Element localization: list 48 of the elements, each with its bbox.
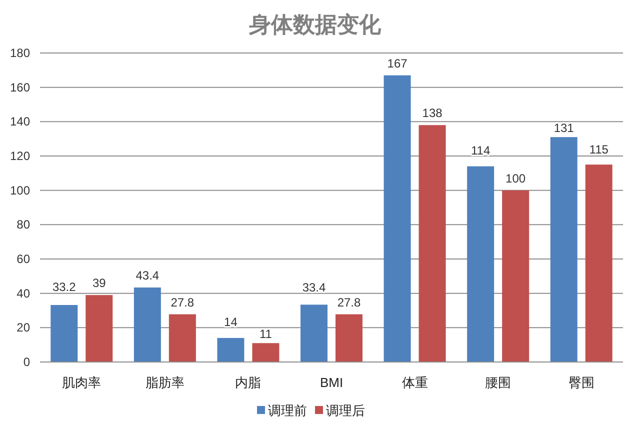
y-tick-label: 60 <box>16 252 30 266</box>
legend-label: 调理前 <box>268 403 307 418</box>
x-tick-label: 脂肪率 <box>145 375 184 390</box>
data-label: 167 <box>387 56 408 70</box>
y-tick-label: 80 <box>16 218 30 232</box>
bar <box>300 304 328 362</box>
data-label: 131 <box>554 121 574 136</box>
bar <box>418 125 446 362</box>
y-tick-label: 180 <box>10 46 30 60</box>
bar <box>168 314 196 362</box>
bar <box>502 190 530 362</box>
data-label: 100 <box>506 171 526 186</box>
x-tick-label: 臀围 <box>568 375 594 390</box>
data-label: 11 <box>259 327 272 342</box>
y-tick-label: 160 <box>10 80 30 94</box>
y-tick-label: 40 <box>16 286 30 300</box>
data-label: 27.8 <box>337 295 361 310</box>
data-label: 138 <box>422 106 443 120</box>
data-label: 39 <box>92 276 106 290</box>
data-label: 14 <box>224 314 238 329</box>
bar <box>467 166 494 362</box>
data-label: 27.8 <box>170 295 194 310</box>
bar <box>336 314 362 362</box>
bar <box>86 295 113 362</box>
y-tick-label: 0 <box>23 355 30 369</box>
y-tick-label: 140 <box>10 114 30 129</box>
data-label: 33.4 <box>302 280 326 295</box>
y-tick-label: 120 <box>10 149 30 163</box>
bar <box>134 287 161 362</box>
bar <box>50 305 78 362</box>
data-label: 114 <box>471 143 490 158</box>
x-tick-label: BMI <box>320 375 344 390</box>
data-label: 115 <box>589 142 609 157</box>
x-tick-label: 内脂 <box>235 375 262 390</box>
bar <box>550 137 578 362</box>
chart-title: 身体数据变化 <box>248 12 382 37</box>
y-tick-label: 100 <box>10 183 30 198</box>
legend-label: 调理后 <box>326 403 365 418</box>
data-label: 43.4 <box>136 268 160 282</box>
bar <box>217 338 244 362</box>
bar <box>252 343 280 362</box>
x-tick-label: 肌肉率 <box>62 375 102 390</box>
x-tick-label: 腰围 <box>485 375 512 390</box>
y-tick-label: 20 <box>16 320 30 335</box>
x-tick-label: 体重 <box>402 375 428 390</box>
data-label: 33.2 <box>52 280 76 294</box>
bar <box>585 164 612 362</box>
bar <box>384 75 411 362</box>
